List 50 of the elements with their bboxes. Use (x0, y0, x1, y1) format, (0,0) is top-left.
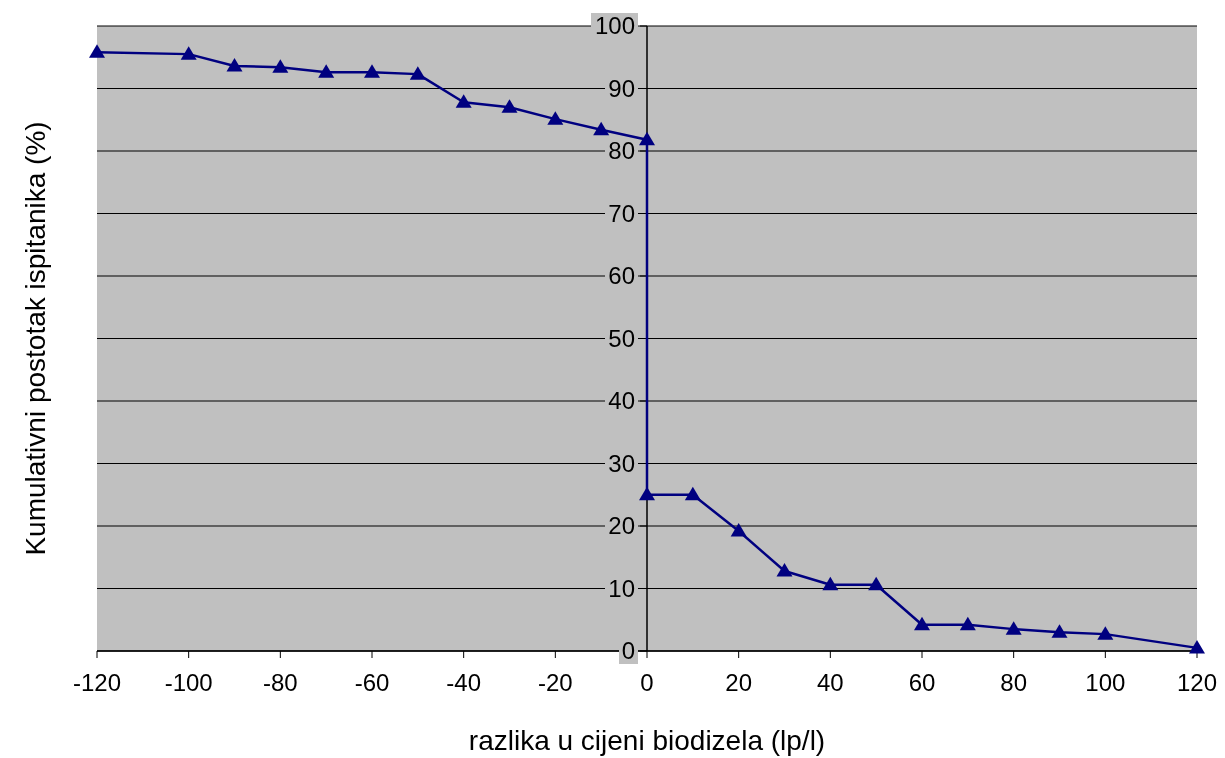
y-tick-label: 80 (608, 137, 635, 165)
y-axis-title: Kumulativni postotak ispitanika (%) (20, 121, 51, 556)
point (730, 523, 747, 537)
point (272, 59, 289, 73)
point (501, 99, 518, 113)
point (822, 576, 839, 591)
y-tick-label: 100 (594, 12, 635, 40)
x-tick-label: -40 (446, 669, 482, 696)
point (684, 486, 701, 501)
x-tick-label: 40 (816, 669, 844, 696)
x-axis-title: razlika u cijeni biodizela (lp/l) (468, 725, 826, 756)
x-tick-label: 60 (908, 669, 936, 696)
y-tick-label: 50 (608, 324, 635, 352)
y-tick-label: 20 (608, 512, 635, 540)
x-tick-label: -80 (262, 669, 298, 696)
point (639, 131, 655, 146)
point (1189, 639, 1205, 654)
y-tick-label: 40 (608, 387, 635, 415)
point (593, 121, 610, 136)
x-tick-label: 80 (1000, 669, 1028, 696)
y-tick-label: 70 (608, 199, 635, 227)
x-tick-label: -60 (354, 669, 390, 696)
point (1005, 621, 1022, 635)
x-tick-label: -120 (72, 669, 122, 696)
point (409, 66, 426, 80)
y-tick-label: 0 (621, 637, 635, 665)
x-tick-label: 120 (1176, 669, 1218, 696)
point (1051, 624, 1068, 638)
point (226, 58, 243, 72)
point (455, 94, 472, 108)
point (364, 64, 380, 78)
x-tick-label: 100 (1085, 669, 1126, 696)
point (776, 563, 793, 577)
point (318, 64, 335, 78)
y-tick-label: 90 (608, 74, 635, 102)
y-tick-label: 10 (608, 574, 635, 602)
point (180, 46, 197, 60)
y-tick-label: 60 (608, 262, 635, 290)
point (914, 616, 930, 631)
x-tick-label: 20 (725, 669, 753, 696)
x-tick-label: -100 (164, 669, 213, 696)
point (547, 111, 564, 125)
point (1097, 626, 1114, 640)
x-tick-label: 0 (640, 669, 654, 696)
point (639, 486, 655, 501)
y-tick-label: 30 (608, 449, 635, 477)
point (89, 44, 105, 58)
x-tick-label: -20 (537, 669, 573, 696)
point (959, 616, 976, 631)
point (868, 576, 885, 591)
